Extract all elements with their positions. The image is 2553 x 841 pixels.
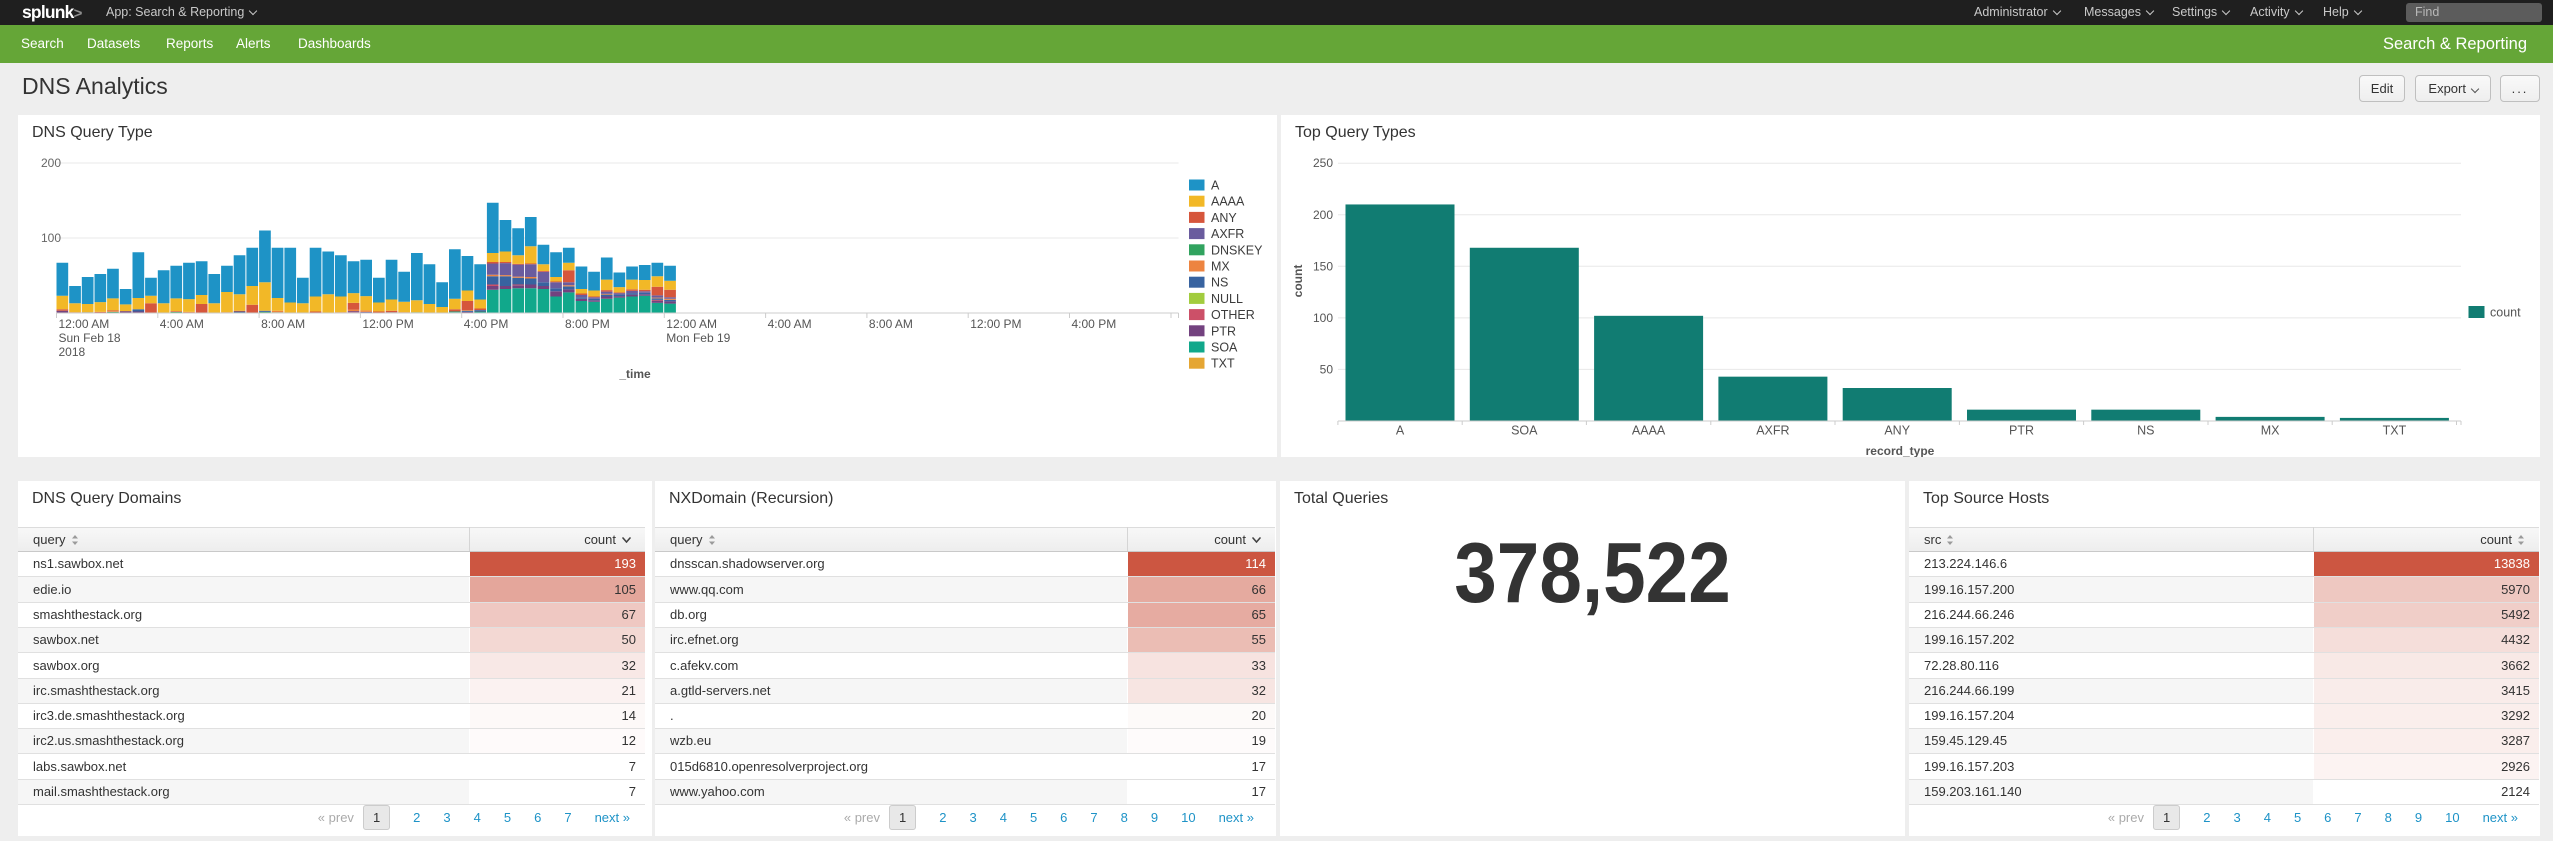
svg-text:MX: MX xyxy=(2261,424,2280,438)
svg-text:4:00 AM: 4:00 AM xyxy=(160,317,204,331)
svg-text:A: A xyxy=(1396,424,1405,438)
svg-text:150: 150 xyxy=(1313,259,1333,273)
svg-text:_time: _time xyxy=(618,367,651,381)
svg-text:4:00 PM: 4:00 PM xyxy=(464,317,509,331)
svg-text:TXT: TXT xyxy=(1211,357,1235,371)
svg-text:12:00 AM: 12:00 AM xyxy=(59,317,110,331)
svg-text:ANY: ANY xyxy=(1884,424,1910,438)
svg-text:SOA: SOA xyxy=(1511,424,1538,438)
svg-text:DNSKEY: DNSKEY xyxy=(1211,243,1263,257)
svg-text:200: 200 xyxy=(1313,208,1333,222)
svg-text:200: 200 xyxy=(41,156,61,170)
svg-text:SOA: SOA xyxy=(1211,341,1238,355)
svg-text:count: count xyxy=(2490,306,2521,320)
svg-text:NULL: NULL xyxy=(1211,292,1243,306)
svg-text:12:00 AM: 12:00 AM xyxy=(666,317,717,331)
svg-text:4:00 AM: 4:00 AM xyxy=(768,317,812,331)
svg-text:OTHER: OTHER xyxy=(1211,308,1255,322)
svg-text:PTR: PTR xyxy=(2009,424,2034,438)
svg-text:NS: NS xyxy=(1211,276,1228,290)
svg-text:2018: 2018 xyxy=(59,345,86,359)
svg-text:100: 100 xyxy=(41,231,61,245)
svg-text:AAAA: AAAA xyxy=(1211,195,1245,209)
svg-text:12:00 PM: 12:00 PM xyxy=(970,317,1021,331)
svg-text:8:00 AM: 8:00 AM xyxy=(869,317,913,331)
svg-text:8:00 PM: 8:00 PM xyxy=(565,317,610,331)
svg-text:TXT: TXT xyxy=(2383,424,2407,438)
svg-text:8:00 AM: 8:00 AM xyxy=(261,317,305,331)
svg-text:AXFR: AXFR xyxy=(1211,227,1244,241)
svg-text:PTR: PTR xyxy=(1211,324,1236,338)
svg-text:Mon Feb 19: Mon Feb 19 xyxy=(666,331,730,345)
svg-text:4:00 PM: 4:00 PM xyxy=(1072,317,1117,331)
svg-text:100: 100 xyxy=(1313,311,1333,325)
svg-text:A: A xyxy=(1211,179,1220,193)
svg-text:250: 250 xyxy=(1313,156,1333,170)
svg-text:AAAA: AAAA xyxy=(1632,424,1666,438)
svg-text:12:00 PM: 12:00 PM xyxy=(362,317,413,331)
svg-text:ANY: ANY xyxy=(1211,211,1237,225)
svg-text:Sun Feb 18: Sun Feb 18 xyxy=(59,331,121,345)
svg-text:AXFR: AXFR xyxy=(1756,424,1789,438)
svg-text:MX: MX xyxy=(1211,260,1230,274)
svg-text:NS: NS xyxy=(2137,424,2154,438)
svg-text:50: 50 xyxy=(1320,362,1334,376)
svg-text:count: count xyxy=(1291,265,1305,298)
svg-text:record_type: record_type xyxy=(1866,444,1935,457)
